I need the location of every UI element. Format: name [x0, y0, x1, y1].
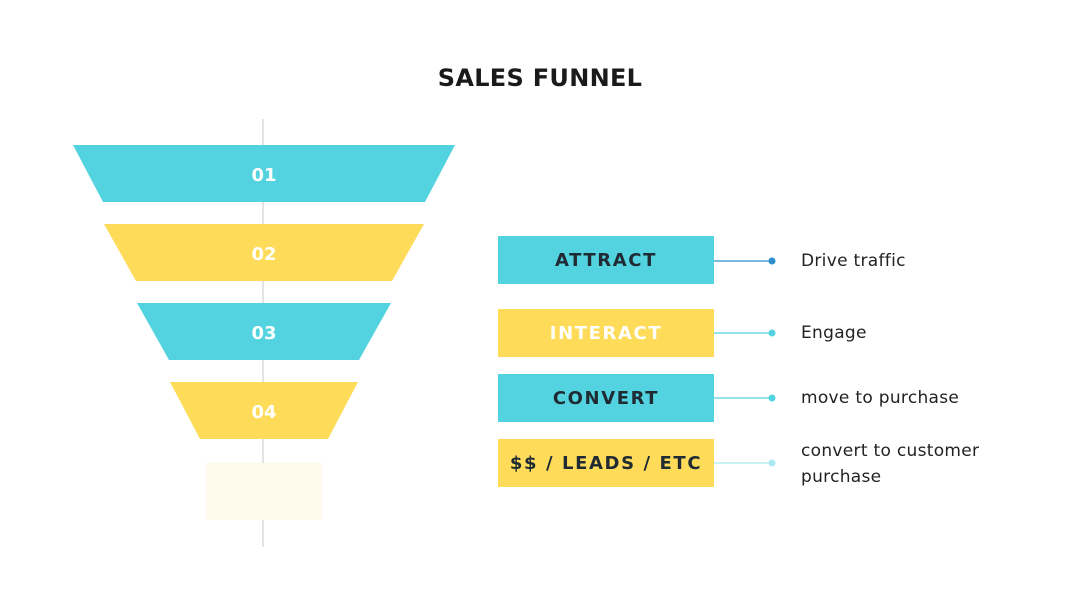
funnel-number-1: 01	[251, 165, 276, 186]
stage-box-leads: $$ / LEADS / ETC	[498, 439, 714, 487]
funnel-number-3: 03	[251, 323, 276, 344]
diagram-title: SALES FUNNEL	[437, 64, 643, 92]
funnel-segment-2	[104, 224, 424, 281]
stage-description-1: Drive traffic	[801, 251, 906, 271]
funnel-number-4: 04	[251, 402, 276, 423]
stage-description-4: convert to customer purchase	[801, 441, 980, 487]
stage-description-3: move to purchase	[801, 388, 960, 408]
connector-dot-3	[768, 394, 776, 402]
stage-box-attract: ATTRACT	[498, 236, 714, 284]
funnel-number-2: 02	[251, 244, 276, 265]
connector-dot-2	[768, 329, 776, 337]
connector-dot-1	[768, 257, 776, 265]
funnel-segment-3	[137, 303, 391, 360]
stage-description-2: Engage	[801, 323, 867, 343]
funnel-segment-4	[170, 382, 358, 439]
funnel-segment-1	[73, 145, 455, 202]
stage-box-convert: CONVERT	[498, 374, 714, 422]
stage-box-interact: INTERACT	[498, 309, 714, 357]
connector-dot-4	[768, 459, 776, 467]
funnel-base	[206, 463, 322, 520]
